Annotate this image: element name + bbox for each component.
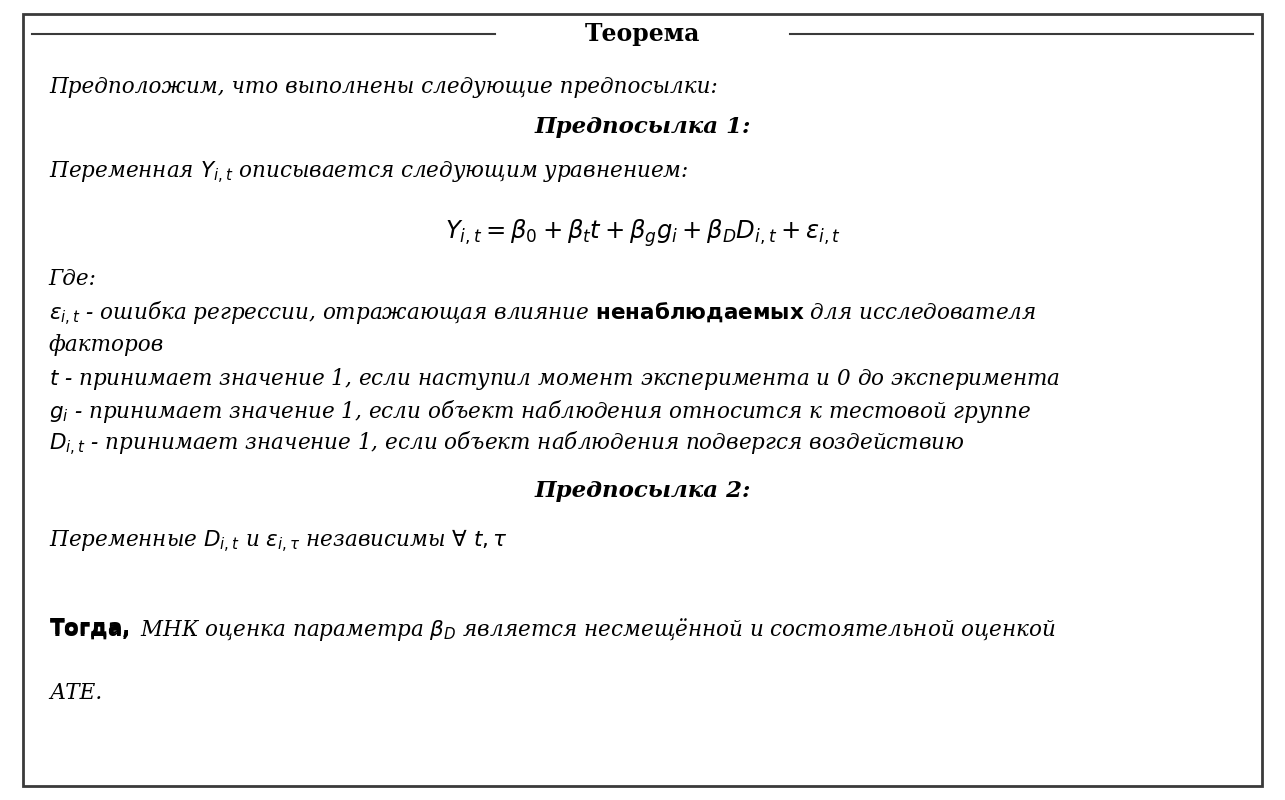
- Text: $g_i$ - принимает значение 1, если объект наблюдения относится к тестовой группе: $g_i$ - принимает значение 1, если объек…: [49, 398, 1031, 425]
- Text: Где:: Где:: [49, 268, 96, 290]
- Text: АТЕ.: АТЕ.: [49, 682, 102, 704]
- FancyBboxPatch shape: [23, 14, 1262, 786]
- Text: $t$ - принимает значение 1, если наступил момент эксперимента и 0 до эксперимент: $t$ - принимает значение 1, если наступи…: [49, 366, 1060, 391]
- Text: $Y_{i,t} = \beta_0 + \beta_t t + \beta_g g_i + \beta_D D_{i,t} + \epsilon_{i,t}$: $Y_{i,t} = \beta_0 + \beta_t t + \beta_g…: [445, 218, 840, 250]
- Text: $\mathbf{Тогда,}$ МНК оценка параметра $\beta_D$ является несмещённой и состояте: $\mathbf{Тогда,}$ МНК оценка параметра $…: [49, 616, 1055, 643]
- Text: факторов: факторов: [49, 334, 164, 355]
- Text: Предпосылка 2:: Предпосылка 2:: [535, 480, 750, 502]
- Text: Теорема: Теорема: [585, 22, 700, 46]
- Text: $\mathit{\mathbf{Тогда,}}$: $\mathit{\mathbf{Тогда,}}$: [49, 616, 136, 638]
- Text: $\epsilon_{i,t}$ - ошибка регрессии, отражающая влияние $\mathbf{ненаблюдаемых}$: $\epsilon_{i,t}$ - ошибка регрессии, отр…: [49, 300, 1036, 328]
- Text: Предпосылка 1:: Предпосылка 1:: [535, 116, 750, 138]
- Text: Предположим, что выполнены следующие предпосылки:: Предположим, что выполнены следующие пре…: [49, 76, 717, 98]
- Text: $D_{i,t}$ - принимает значение 1, если объект наблюдения подвергся воздействию: $D_{i,t}$ - принимает значение 1, если о…: [49, 430, 965, 458]
- Text: Переменные $D_{i,t}$ и $\epsilon_{i,\tau}$ независимы $\forall$ $t, \tau$: Переменные $D_{i,t}$ и $\epsilon_{i,\tau…: [49, 528, 508, 555]
- Text: Переменная $Y_{i,t}$ описывается следующим уравнением:: Переменная $Y_{i,t}$ описывается следующ…: [49, 160, 689, 186]
